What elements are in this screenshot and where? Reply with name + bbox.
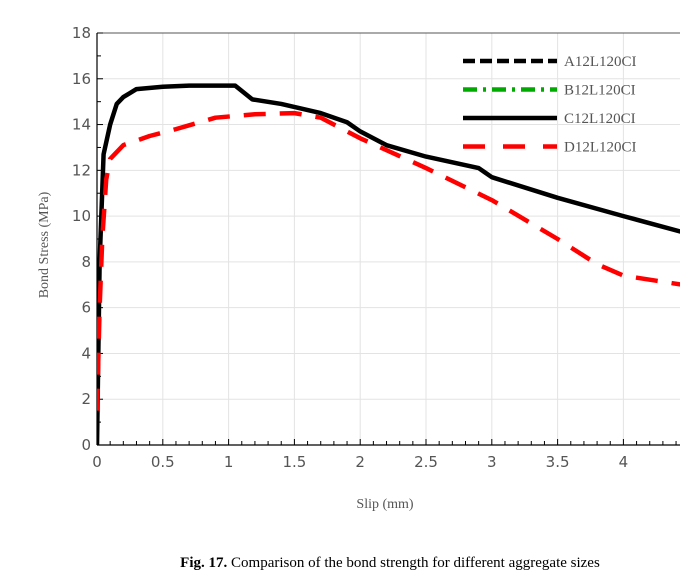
y-tick-label: 14 (72, 116, 91, 134)
legend-label: B12L120CI (564, 83, 636, 99)
x-axis-label: Slip (mm) (356, 497, 414, 512)
x-tick-label: 1.5 (282, 453, 306, 471)
series-line-C12L120CI (97, 83, 680, 446)
series-line-D12L120CI (97, 110, 680, 411)
x-tick-label: 0 (92, 453, 102, 471)
y-tick-label: 0 (81, 436, 91, 454)
legend-label: C12L120CI (564, 111, 636, 127)
y-axis-label: Bond Stress (MPa) (37, 191, 52, 298)
figure-number: Fig. 17. (180, 555, 228, 571)
series-lines (97, 83, 680, 446)
y-tick-label: 18 (72, 24, 91, 42)
y-tick-label: 16 (72, 70, 91, 88)
x-tick-label: 4 (619, 453, 629, 471)
y-tick-label: 6 (81, 299, 91, 317)
y-tick-label: 8 (81, 253, 91, 271)
x-tick-label: 3 (487, 453, 497, 471)
x-tick-label: 2 (355, 453, 365, 471)
x-tick-label: 2.5 (414, 453, 438, 471)
legend-label: A12L120CI (564, 54, 637, 70)
y-tick-label: 12 (72, 161, 91, 179)
x-tick-label: 0.5 (151, 453, 175, 471)
legend: A12L120CI B12L120CI C12L120CI D12L120CI (463, 54, 637, 156)
legend-label: D12L120CI (564, 140, 637, 156)
x-tick-label: 3.5 (546, 453, 570, 471)
figure-caption: Fig. 17. Comparison of the bond strength… (0, 555, 680, 572)
y-tick-label: 4 (81, 344, 91, 362)
caption-text: Comparison of the bond strength for diff… (227, 555, 600, 571)
y-tick-label: 2 (81, 390, 91, 408)
x-tick-label: 1 (224, 453, 234, 471)
y-tick-label: 10 (72, 207, 91, 225)
grid (96, 32, 680, 446)
